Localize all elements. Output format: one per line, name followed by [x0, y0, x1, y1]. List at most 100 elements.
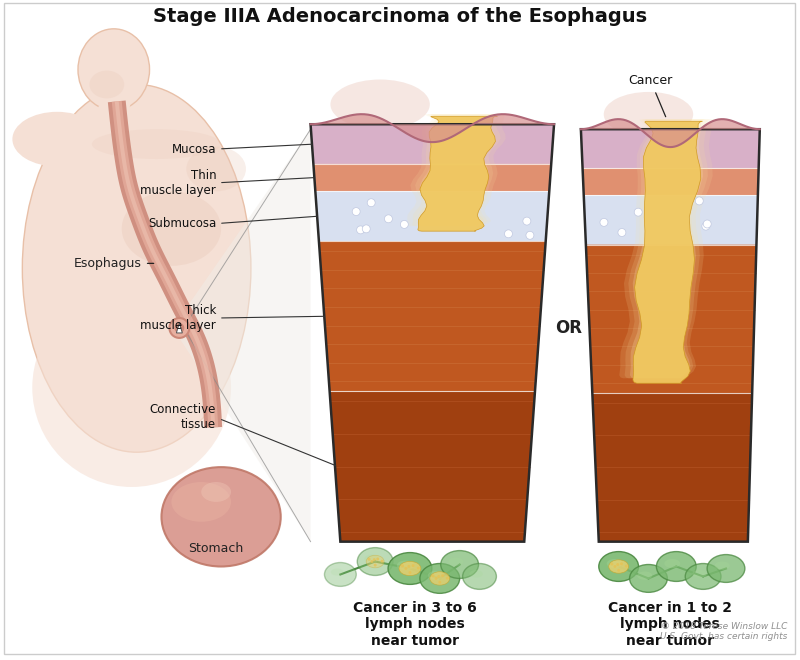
Circle shape: [385, 214, 393, 223]
Circle shape: [367, 558, 370, 561]
Text: Mucosa: Mucosa: [172, 143, 312, 156]
Ellipse shape: [714, 562, 730, 570]
Ellipse shape: [32, 288, 231, 487]
Circle shape: [407, 565, 410, 568]
Ellipse shape: [637, 572, 652, 580]
Ellipse shape: [98, 100, 126, 118]
Polygon shape: [418, 116, 498, 231]
Circle shape: [438, 575, 440, 578]
Text: Esophagus: Esophagus: [74, 257, 154, 270]
Polygon shape: [176, 323, 182, 333]
Circle shape: [411, 564, 414, 567]
Ellipse shape: [122, 191, 221, 266]
Circle shape: [362, 225, 370, 233]
Polygon shape: [581, 129, 760, 168]
Ellipse shape: [171, 482, 231, 522]
Text: Cancer in 1 to 2
lymph nodes
near tumor: Cancer in 1 to 2 lymph nodes near tumor: [608, 601, 732, 647]
Ellipse shape: [664, 559, 680, 568]
Circle shape: [600, 218, 608, 226]
Circle shape: [404, 567, 407, 570]
Ellipse shape: [598, 552, 638, 581]
Polygon shape: [592, 393, 752, 542]
Circle shape: [614, 565, 617, 568]
Circle shape: [695, 197, 703, 205]
Circle shape: [170, 318, 190, 338]
Circle shape: [610, 562, 614, 566]
Polygon shape: [418, 114, 498, 226]
Polygon shape: [314, 164, 551, 191]
Circle shape: [634, 208, 642, 216]
Circle shape: [381, 560, 383, 563]
Ellipse shape: [604, 92, 693, 137]
Ellipse shape: [365, 554, 378, 563]
Ellipse shape: [388, 552, 432, 584]
Polygon shape: [330, 391, 535, 542]
Ellipse shape: [470, 570, 483, 578]
Circle shape: [620, 562, 623, 565]
Ellipse shape: [707, 554, 745, 582]
Polygon shape: [179, 129, 310, 542]
Ellipse shape: [462, 564, 497, 589]
Circle shape: [400, 220, 408, 228]
Circle shape: [367, 199, 375, 207]
Circle shape: [434, 577, 438, 580]
Ellipse shape: [448, 558, 463, 566]
Ellipse shape: [399, 562, 421, 576]
Polygon shape: [625, 119, 711, 378]
Text: Thick
muscle layer: Thick muscle layer: [140, 304, 325, 332]
Ellipse shape: [606, 559, 622, 568]
Ellipse shape: [397, 560, 414, 570]
Circle shape: [417, 567, 420, 570]
Circle shape: [357, 226, 365, 234]
Circle shape: [374, 564, 377, 566]
Circle shape: [441, 574, 444, 578]
Circle shape: [174, 323, 184, 333]
Text: Connective
tissue: Connective tissue: [150, 403, 335, 465]
Circle shape: [409, 571, 411, 574]
Polygon shape: [412, 114, 503, 226]
Ellipse shape: [428, 571, 444, 580]
Circle shape: [505, 230, 513, 238]
Ellipse shape: [162, 467, 281, 566]
Ellipse shape: [330, 79, 430, 129]
Polygon shape: [98, 77, 132, 119]
Circle shape: [370, 560, 374, 563]
Polygon shape: [582, 168, 758, 195]
Ellipse shape: [202, 482, 231, 502]
Ellipse shape: [22, 84, 251, 452]
Ellipse shape: [366, 555, 384, 568]
Ellipse shape: [686, 564, 721, 589]
Text: Cancer: Cancer: [629, 75, 673, 117]
Circle shape: [401, 564, 404, 568]
Polygon shape: [406, 114, 509, 226]
Polygon shape: [586, 245, 757, 393]
Text: Cancer in 3 to 6
lymph nodes
near tumor: Cancer in 3 to 6 lymph nodes near tumor: [353, 601, 477, 647]
Circle shape: [702, 222, 710, 230]
Circle shape: [618, 228, 626, 236]
Ellipse shape: [430, 572, 450, 585]
Circle shape: [625, 565, 628, 568]
Ellipse shape: [609, 560, 629, 574]
Ellipse shape: [692, 570, 706, 578]
Circle shape: [373, 558, 376, 561]
Text: © 2018 Terese Winslow LLC
U.S. Govt. has certain rights: © 2018 Terese Winslow LLC U.S. Govt. has…: [660, 622, 788, 641]
Ellipse shape: [186, 147, 246, 191]
Ellipse shape: [12, 112, 102, 166]
Text: Thin
muscle layer: Thin muscle layer: [140, 169, 314, 197]
Circle shape: [526, 232, 534, 240]
Ellipse shape: [441, 550, 478, 578]
Polygon shape: [112, 101, 218, 428]
Circle shape: [616, 563, 619, 566]
Circle shape: [352, 208, 360, 216]
Polygon shape: [584, 195, 758, 245]
Circle shape: [431, 574, 434, 578]
Polygon shape: [319, 241, 546, 391]
Circle shape: [376, 558, 379, 560]
Text: Stage IIIA Adenocarcinoma of the Esophagus: Stage IIIA Adenocarcinoma of the Esophag…: [153, 7, 647, 26]
Ellipse shape: [657, 552, 696, 581]
Polygon shape: [114, 101, 215, 428]
Polygon shape: [633, 121, 702, 383]
Ellipse shape: [630, 564, 667, 592]
Polygon shape: [310, 124, 554, 164]
Circle shape: [703, 220, 711, 228]
